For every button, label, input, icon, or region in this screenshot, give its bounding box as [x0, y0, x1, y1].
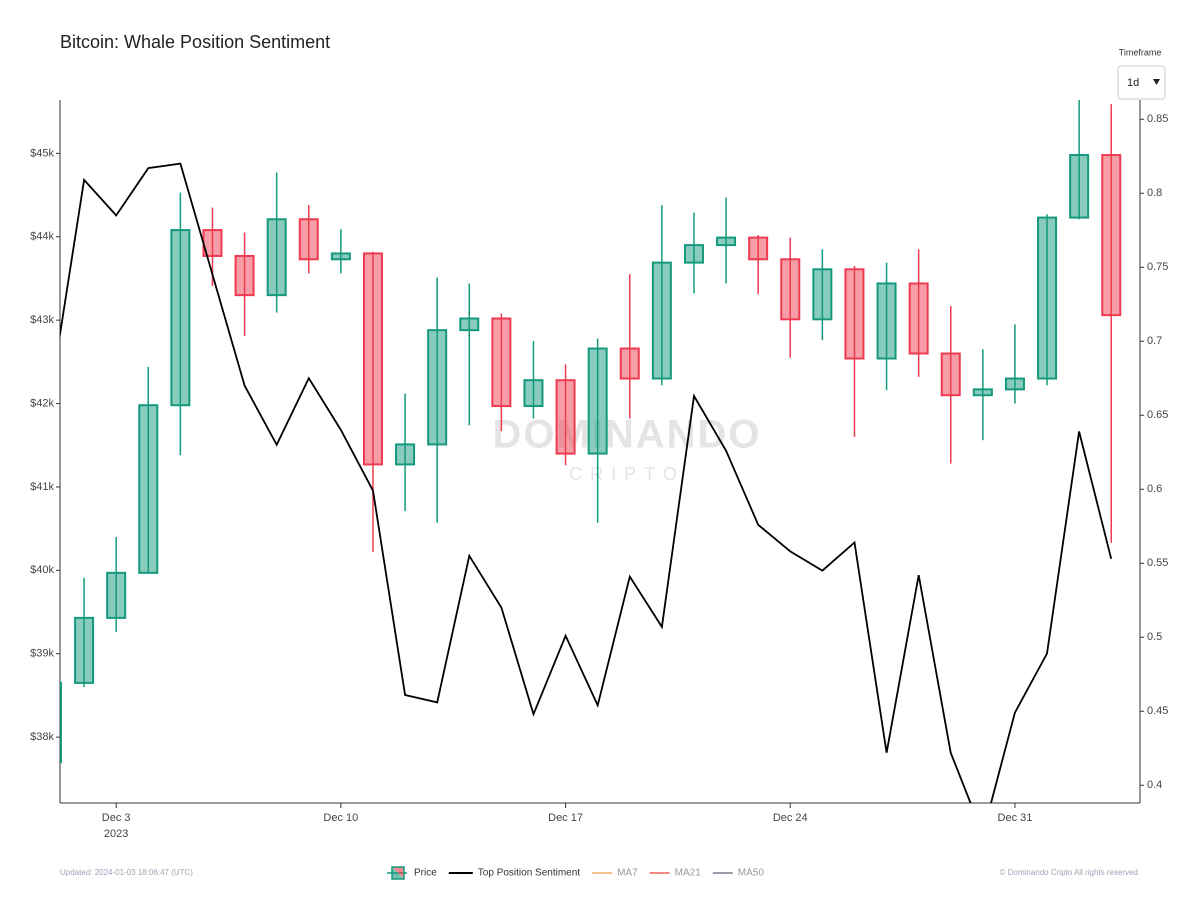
legend-label: MA7 — [617, 868, 638, 879]
candle-body — [1004, 377, 1025, 391]
candle-body — [619, 347, 640, 380]
y-tick-label: $44k — [30, 231, 54, 243]
legend-swatch — [392, 867, 404, 879]
candle-body — [170, 229, 191, 407]
y2-tick-label: 0.7 — [1147, 335, 1162, 347]
x-tick-label: Dec 10 — [323, 812, 358, 824]
candle-body — [138, 404, 159, 574]
candle-body — [972, 388, 993, 397]
candle-body — [748, 236, 769, 261]
timeframe-control: Timeframe 1d — [1117, 47, 1166, 100]
y-tick-label: $39k — [30, 648, 54, 660]
y2-tick-label: 0.45 — [1147, 705, 1168, 717]
x-tick-label: Dec 3 — [102, 812, 131, 824]
candle-body — [491, 317, 512, 408]
y-tick-label: $42k — [30, 397, 54, 409]
candle-body — [1069, 154, 1090, 219]
legend-label: Top Position Sentiment — [478, 868, 581, 879]
sentiment-line — [60, 162, 1113, 803]
watermark-text: DOMINANDO — [492, 413, 761, 457]
y2-tick-label: 0.4 — [1147, 779, 1162, 791]
legend-item[interactable]: Price — [387, 866, 437, 880]
candle-body — [780, 258, 801, 321]
x-tick-label: Dec 31 — [998, 812, 1033, 824]
x-tick-label: Dec 17 — [548, 812, 583, 824]
y2-tick-label: 0.8 — [1147, 187, 1162, 199]
updated-note: Updated: 2024-01-03 18:06:47 (UTC) — [60, 868, 193, 877]
candle-body — [716, 236, 737, 247]
y2-tick-label: 0.85 — [1147, 113, 1168, 125]
candle-body — [1037, 216, 1058, 380]
axes: $38k $39k $40k $41k $42k $43k $44k $45k 0.4 0.45 0… — [30, 100, 1168, 840]
candle-body — [459, 317, 480, 332]
copyright: © Dominando Cripto All rights reserved — [1000, 868, 1138, 877]
legend-item[interactable]: MA21 — [649, 868, 702, 879]
candle-body — [940, 352, 961, 397]
y-tick-label: $38k — [30, 731, 54, 743]
candle-body — [1101, 154, 1122, 317]
watermark: DOMINANDO CRIPTO — [492, 413, 761, 484]
candle-body — [234, 254, 255, 297]
candle-body — [106, 571, 127, 619]
candle-body — [298, 218, 319, 261]
timeframe-label: Timeframe — [1119, 47, 1162, 57]
candle-body — [651, 261, 672, 380]
x-tick-label: Dec 24 — [773, 812, 808, 824]
y2-tick-label: 0.55 — [1147, 557, 1168, 569]
legend-item[interactable]: MA50 — [712, 868, 765, 879]
candle-body — [60, 681, 62, 764]
chart-title: Bitcoin: Whale Position Sentiment — [60, 32, 330, 52]
x-tick-sublabel: 2023 — [104, 828, 128, 840]
y2-tick-label: 0.6 — [1147, 483, 1162, 495]
y-tick-label: $41k — [30, 481, 54, 493]
candle-body — [523, 379, 544, 408]
dropdown-arrow[interactable] — [1153, 79, 1160, 85]
candle-body — [908, 282, 929, 355]
candle-body — [683, 244, 704, 264]
legend-label: Price — [414, 868, 437, 879]
legend-item[interactable]: MA7 — [592, 868, 638, 879]
candle-body — [555, 379, 576, 455]
plot-area — [60, 100, 1122, 803]
candle-body — [266, 218, 287, 297]
timeframe-select[interactable] — [1117, 65, 1166, 100]
candle-body — [362, 252, 383, 466]
legend: Price Top Position Sentiment MA7 MA21 MA50 — [387, 866, 765, 880]
legend-item[interactable]: Top Position Sentiment — [448, 868, 581, 879]
y2-tick-label: 0.75 — [1147, 261, 1168, 273]
y2-tick-label: 0.65 — [1147, 409, 1168, 421]
candle-body — [330, 252, 351, 261]
watermark-text: CRIPTO — [569, 464, 685, 484]
y-tick-label: $40k — [30, 564, 54, 576]
y2-tick-label: 0.5 — [1147, 631, 1162, 643]
candle-body — [876, 282, 897, 360]
candle-body — [427, 329, 448, 446]
candle-body — [812, 268, 833, 321]
y-tick-label: $45k — [30, 147, 54, 159]
timeframe-value[interactable]: 1d — [1127, 77, 1139, 89]
candle-body — [587, 347, 608, 455]
legend-label: MA21 — [675, 868, 702, 879]
y-tick-label: $43k — [30, 314, 54, 326]
candle-body — [395, 443, 416, 466]
candle-body — [844, 268, 865, 360]
legend-swatch — [391, 866, 405, 880]
candle-body — [74, 616, 95, 684]
legend-label: MA50 — [738, 868, 765, 879]
